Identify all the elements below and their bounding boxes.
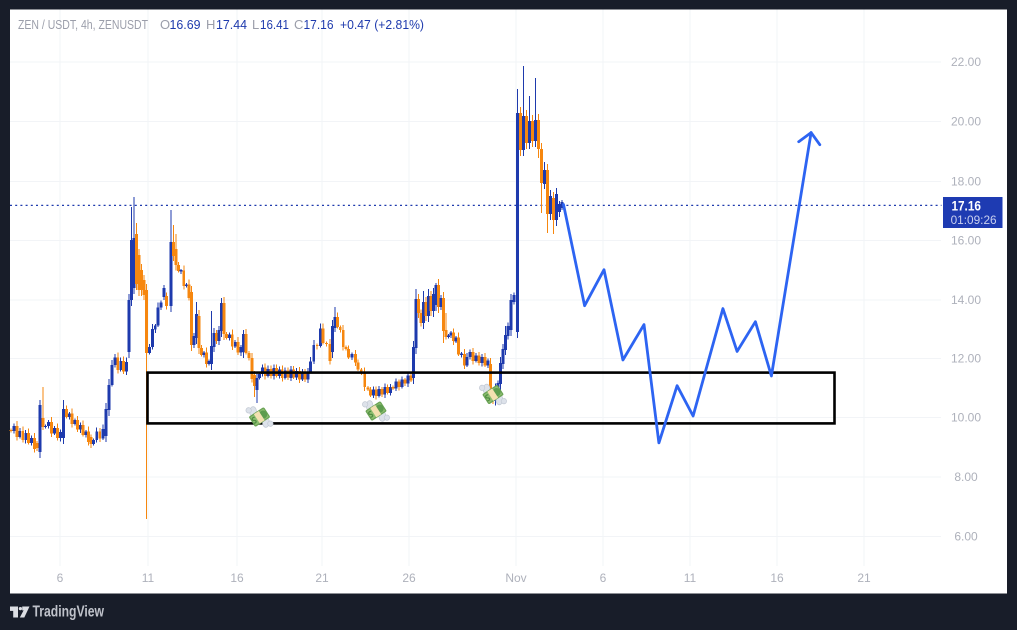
svg-text:ZEN / USDT, 4h, ZENUSDT: ZEN / USDT, 4h, ZENUSDT <box>18 17 148 32</box>
svg-text:6: 6 <box>57 571 64 585</box>
svg-text:18.00: 18.00 <box>951 175 981 189</box>
svg-text:20.00: 20.00 <box>951 115 981 129</box>
svg-text:L: L <box>252 17 259 32</box>
svg-text:12.00: 12.00 <box>951 352 981 366</box>
svg-text:10.00: 10.00 <box>951 411 981 425</box>
svg-text:21: 21 <box>315 571 329 585</box>
svg-text:+0.47 (+2.81%): +0.47 (+2.81%) <box>340 17 424 32</box>
svg-text:16.69: 16.69 <box>170 17 201 32</box>
svg-text:C: C <box>294 17 303 32</box>
svg-text:26: 26 <box>402 571 416 585</box>
svg-text:17.16: 17.16 <box>304 17 334 32</box>
svg-text:16.41: 16.41 <box>260 17 289 32</box>
svg-text:11: 11 <box>142 571 155 585</box>
svg-text:11: 11 <box>684 571 697 585</box>
svg-text:H: H <box>206 17 215 32</box>
svg-text:TradingView: TradingView <box>33 604 105 621</box>
svg-text:16: 16 <box>770 571 784 585</box>
svg-text:21: 21 <box>857 571 871 585</box>
svg-text:8.00: 8.00 <box>954 470 978 484</box>
svg-text:22.00: 22.00 <box>951 55 981 69</box>
svg-text:01:09:26: 01:09:26 <box>951 213 997 227</box>
svg-text:Nov: Nov <box>505 571 526 585</box>
svg-text:16: 16 <box>230 571 244 585</box>
svg-text:17.16: 17.16 <box>951 199 981 214</box>
svg-text:6.00: 6.00 <box>954 530 978 544</box>
svg-text:17.44: 17.44 <box>216 17 247 32</box>
svg-text:14.00: 14.00 <box>951 293 981 307</box>
svg-text:O: O <box>160 17 170 32</box>
svg-text:6: 6 <box>600 571 607 585</box>
svg-text:16.00: 16.00 <box>951 234 981 248</box>
